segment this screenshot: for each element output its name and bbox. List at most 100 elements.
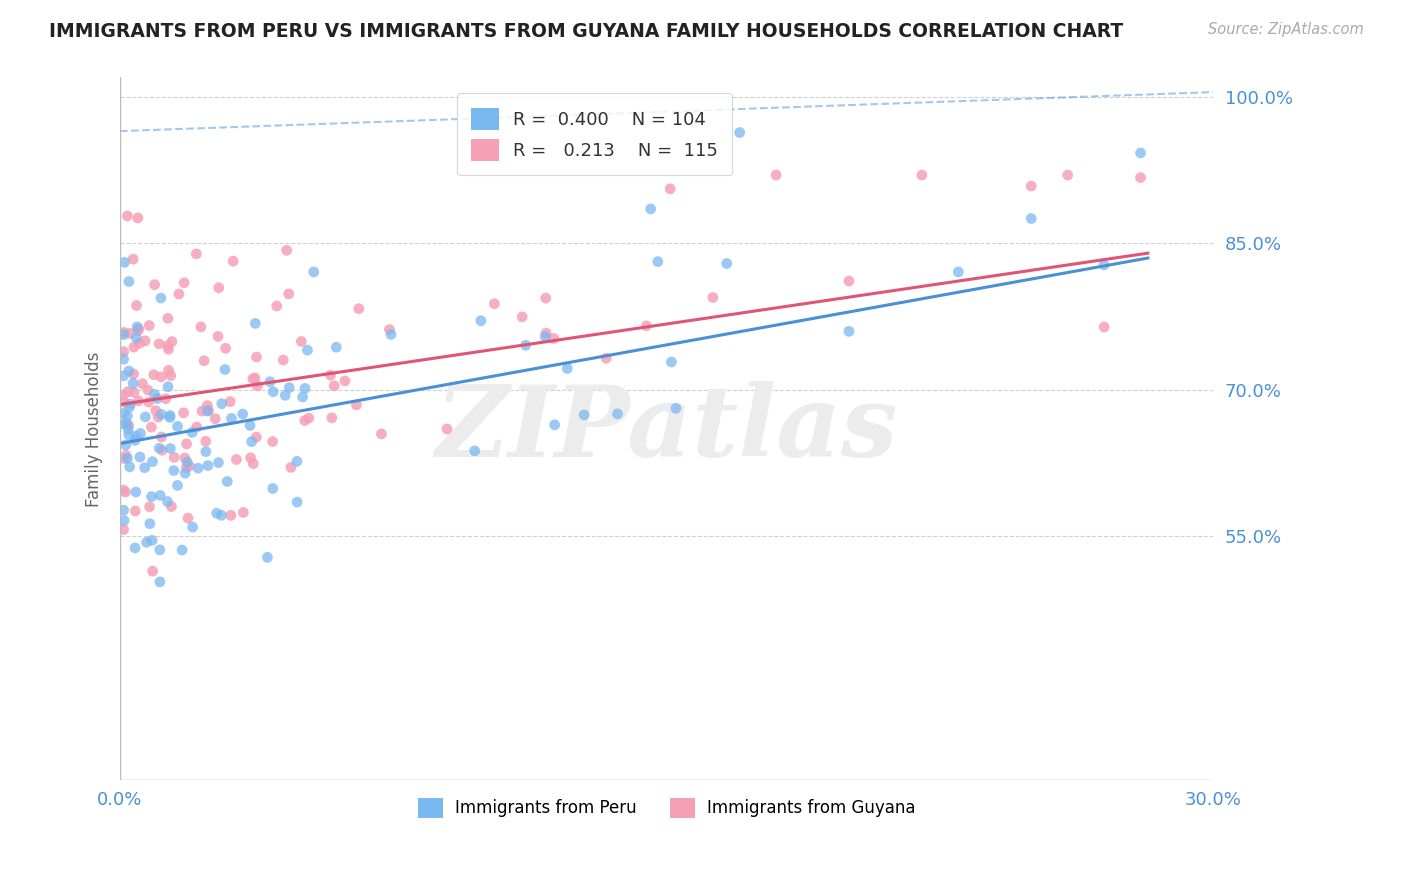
Point [484,296,506,310]
Point [112,514,135,528]
Point [156,494,179,508]
Point [242,372,264,386]
Point [117,451,139,466]
Y-axis label: Family Households: Family Households [86,351,103,507]
Point [302,265,325,279]
Point [122,367,145,381]
Point [146,392,169,406]
Point [838,324,860,338]
Point [214,362,236,376]
Point [112,451,135,466]
Point [191,404,214,418]
Point [149,291,172,305]
Point [118,418,141,433]
Point [333,374,356,388]
Point [243,371,266,385]
Point [378,322,401,336]
Point [277,287,299,301]
Point [148,337,170,351]
Point [134,334,156,348]
Point [543,331,565,345]
Point [112,327,135,342]
Point [256,550,278,565]
Point [197,458,219,473]
Point [1019,179,1042,194]
Point [112,483,135,498]
Point [176,460,198,475]
Point [179,459,201,474]
Point [156,380,179,394]
Point [167,287,190,301]
Point [276,244,298,258]
Point [262,384,284,399]
Point [290,334,312,349]
Point [112,388,135,402]
Point [129,450,152,464]
Point [370,426,392,441]
Point [120,397,142,411]
Point [150,430,173,444]
Point [129,426,152,441]
Point [470,314,492,328]
Point [534,329,557,343]
Point [534,291,557,305]
Point [112,368,135,383]
Point [510,310,533,324]
Point [159,409,181,423]
Point [142,564,165,578]
Point [219,508,242,523]
Point [156,339,179,353]
Point [117,409,139,423]
Point [716,256,738,270]
Point [278,381,301,395]
Point [242,457,264,471]
Point [128,393,150,408]
Point [149,542,172,557]
Point [187,461,209,475]
Point [128,322,150,336]
Text: ZIPatlas: ZIPatlas [436,381,898,477]
Point [380,327,402,342]
Point [543,417,565,432]
Point [118,326,141,341]
Point [207,456,229,470]
Point [209,508,232,523]
Point [702,291,724,305]
Point [515,338,537,352]
Point [214,341,236,355]
Point [150,443,173,458]
Point [174,450,197,465]
Point [157,363,180,377]
Point [347,301,370,316]
Point [176,437,198,451]
Point [194,444,217,458]
Point [222,254,245,268]
Point [160,334,183,349]
Point [138,395,160,409]
Point [225,452,247,467]
Point [112,352,135,367]
Point [280,460,302,475]
Point [606,407,628,421]
Point [661,355,683,369]
Point [112,326,135,340]
Point [221,411,243,425]
Point [838,274,860,288]
Point [148,410,170,425]
Point [298,411,321,425]
Point [232,505,254,519]
Point [134,409,156,424]
Point [173,406,195,420]
Point [159,410,181,425]
Point [114,485,136,500]
Point [285,495,308,509]
Point [271,353,294,368]
Point [122,376,145,391]
Point [765,168,787,182]
Point [127,323,149,337]
Point [1019,211,1042,226]
Point [1092,258,1115,272]
Point [205,506,228,520]
Point [1056,168,1078,182]
Point [665,401,688,416]
